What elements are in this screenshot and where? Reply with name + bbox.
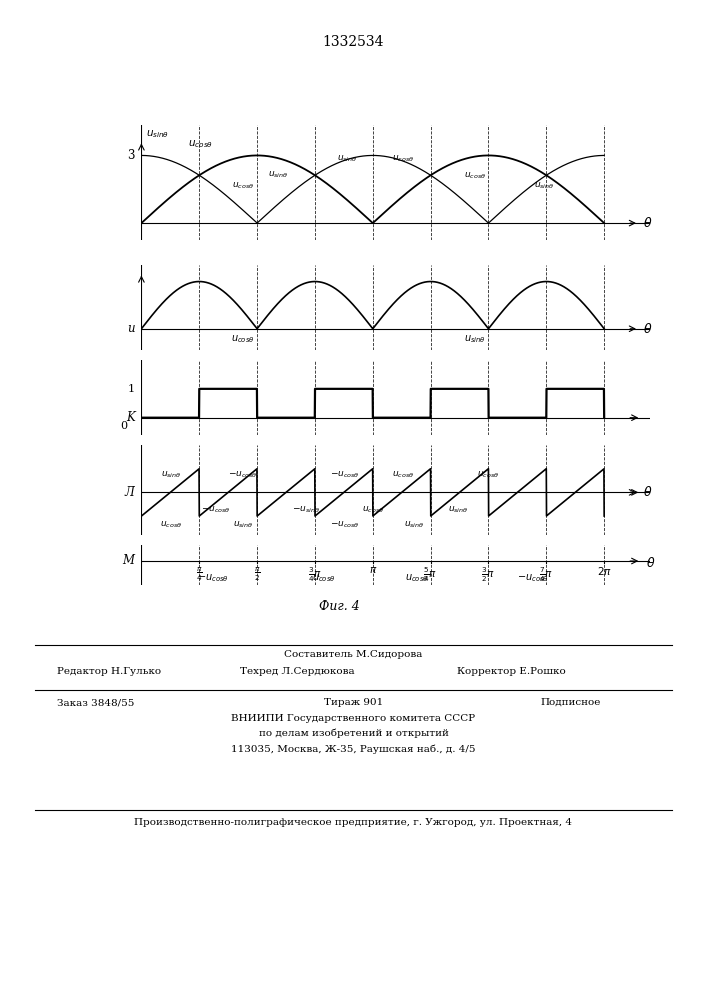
Text: $-u_{cos\theta}$: $-u_{cos\theta}$ — [228, 469, 258, 480]
Text: 3: 3 — [127, 149, 134, 162]
Text: $u_{cos\theta}$: $u_{cos\theta}$ — [312, 573, 336, 584]
Text: $u_{cos\theta}$: $u_{cos\theta}$ — [187, 138, 213, 150]
Text: $u_{sin\theta}$: $u_{sin\theta}$ — [233, 519, 254, 530]
Text: $-u_{cos\theta}$: $-u_{cos\theta}$ — [201, 505, 230, 515]
Text: K: K — [126, 411, 134, 424]
Text: Техред Л.Сердюкова: Техред Л.Сердюкова — [240, 667, 354, 676]
Text: Корректор Е.Рошко: Корректор Е.Рошко — [457, 667, 566, 676]
Text: Л: Л — [124, 486, 134, 499]
Text: $u_{cos\theta}$: $u_{cos\theta}$ — [160, 519, 182, 530]
Text: $-u_{cos\theta}$: $-u_{cos\theta}$ — [197, 573, 229, 584]
Text: $u_{cos\theta}$: $u_{cos\theta}$ — [392, 469, 414, 480]
Text: $\frac{\pi}{2}$: $\frac{\pi}{2}$ — [254, 565, 260, 583]
Text: ВНИИПИ Государственного комитета СССР: ВНИИПИ Государственного комитета СССР — [231, 714, 476, 723]
Text: $\frac{3}{2}\pi$: $\frac{3}{2}\pi$ — [481, 565, 496, 584]
Text: $\theta$: $\theta$ — [643, 216, 653, 230]
Text: $u_{sin\theta}$: $u_{sin\theta}$ — [337, 154, 358, 164]
Text: $u_{sin\theta}$: $u_{sin\theta}$ — [146, 128, 169, 140]
Text: Фиг. 4: Фиг. 4 — [319, 600, 360, 613]
Text: $\theta$: $\theta$ — [643, 322, 653, 336]
Text: $u_{cos\theta}$: $u_{cos\theta}$ — [232, 181, 255, 191]
Text: u: u — [127, 322, 134, 335]
Text: Заказ 3848/55: Заказ 3848/55 — [57, 698, 134, 707]
Text: $-u_{sin\theta}$: $-u_{sin\theta}$ — [292, 505, 320, 515]
Text: $\pi$: $\pi$ — [368, 565, 377, 575]
Text: $u_{sin\theta}$: $u_{sin\theta}$ — [448, 505, 469, 515]
Text: $-u_{cos\theta}$: $-u_{cos\theta}$ — [517, 573, 549, 584]
Text: $-u_{cos\theta}$: $-u_{cos\theta}$ — [330, 469, 360, 480]
Text: $u_{sin\theta}$: $u_{sin\theta}$ — [268, 169, 288, 180]
Text: $\frac{5}{4}\pi$: $\frac{5}{4}\pi$ — [423, 565, 438, 584]
Text: $u_{cos\theta}$: $u_{cos\theta}$ — [362, 505, 384, 515]
Text: $\frac{\pi}{4}$: $\frac{\pi}{4}$ — [196, 565, 203, 583]
Text: $-u_{cos\theta}$: $-u_{cos\theta}$ — [330, 519, 360, 530]
Text: $\theta$: $\theta$ — [645, 556, 655, 570]
Text: $u_{sin\theta}$: $u_{sin\theta}$ — [404, 519, 425, 530]
Text: $2\pi$: $2\pi$ — [597, 565, 612, 577]
Text: $u_{cos\theta}$: $u_{cos\theta}$ — [477, 469, 500, 480]
Text: $\frac{3}{4}\pi$: $\frac{3}{4}\pi$ — [308, 565, 322, 584]
Text: $u_{sin\theta}$: $u_{sin\theta}$ — [534, 181, 554, 191]
Text: 1: 1 — [127, 384, 134, 394]
Text: $u_{sin\theta}$: $u_{sin\theta}$ — [161, 469, 182, 480]
Text: 113035, Москва, Ж-35, Раушская наб., д. 4/5: 113035, Москва, Ж-35, Раушская наб., д. … — [231, 744, 476, 754]
Text: Составитель М.Сидорова: Составитель М.Сидорова — [284, 650, 423, 659]
Text: 0: 0 — [120, 421, 127, 431]
Text: Тираж 901: Тираж 901 — [324, 698, 383, 707]
Text: Подписное: Подписное — [541, 698, 601, 707]
Text: $u_{sin\theta}$: $u_{sin\theta}$ — [464, 333, 486, 345]
Text: Редактор Н.Гулько: Редактор Н.Гулько — [57, 667, 160, 676]
Text: $u_{cos\theta}$: $u_{cos\theta}$ — [392, 154, 414, 164]
Text: $u_{cos\theta}$: $u_{cos\theta}$ — [405, 573, 428, 584]
Text: 1332534: 1332534 — [323, 35, 384, 49]
Text: $u_{cos\theta}$: $u_{cos\theta}$ — [464, 170, 486, 181]
Text: по делам изобретений и открытий: по делам изобретений и открытий — [259, 729, 448, 738]
Text: $u_{cos\theta}$: $u_{cos\theta}$ — [231, 333, 255, 345]
Text: Производственно-полиграфическое предприятие, г. Ужгород, ул. Проектная, 4: Производственно-полиграфическое предприя… — [134, 818, 573, 827]
Text: M: M — [122, 554, 134, 568]
Text: $\theta$: $\theta$ — [643, 485, 653, 499]
Text: $\frac{7}{4}\pi$: $\frac{7}{4}\pi$ — [539, 565, 554, 584]
